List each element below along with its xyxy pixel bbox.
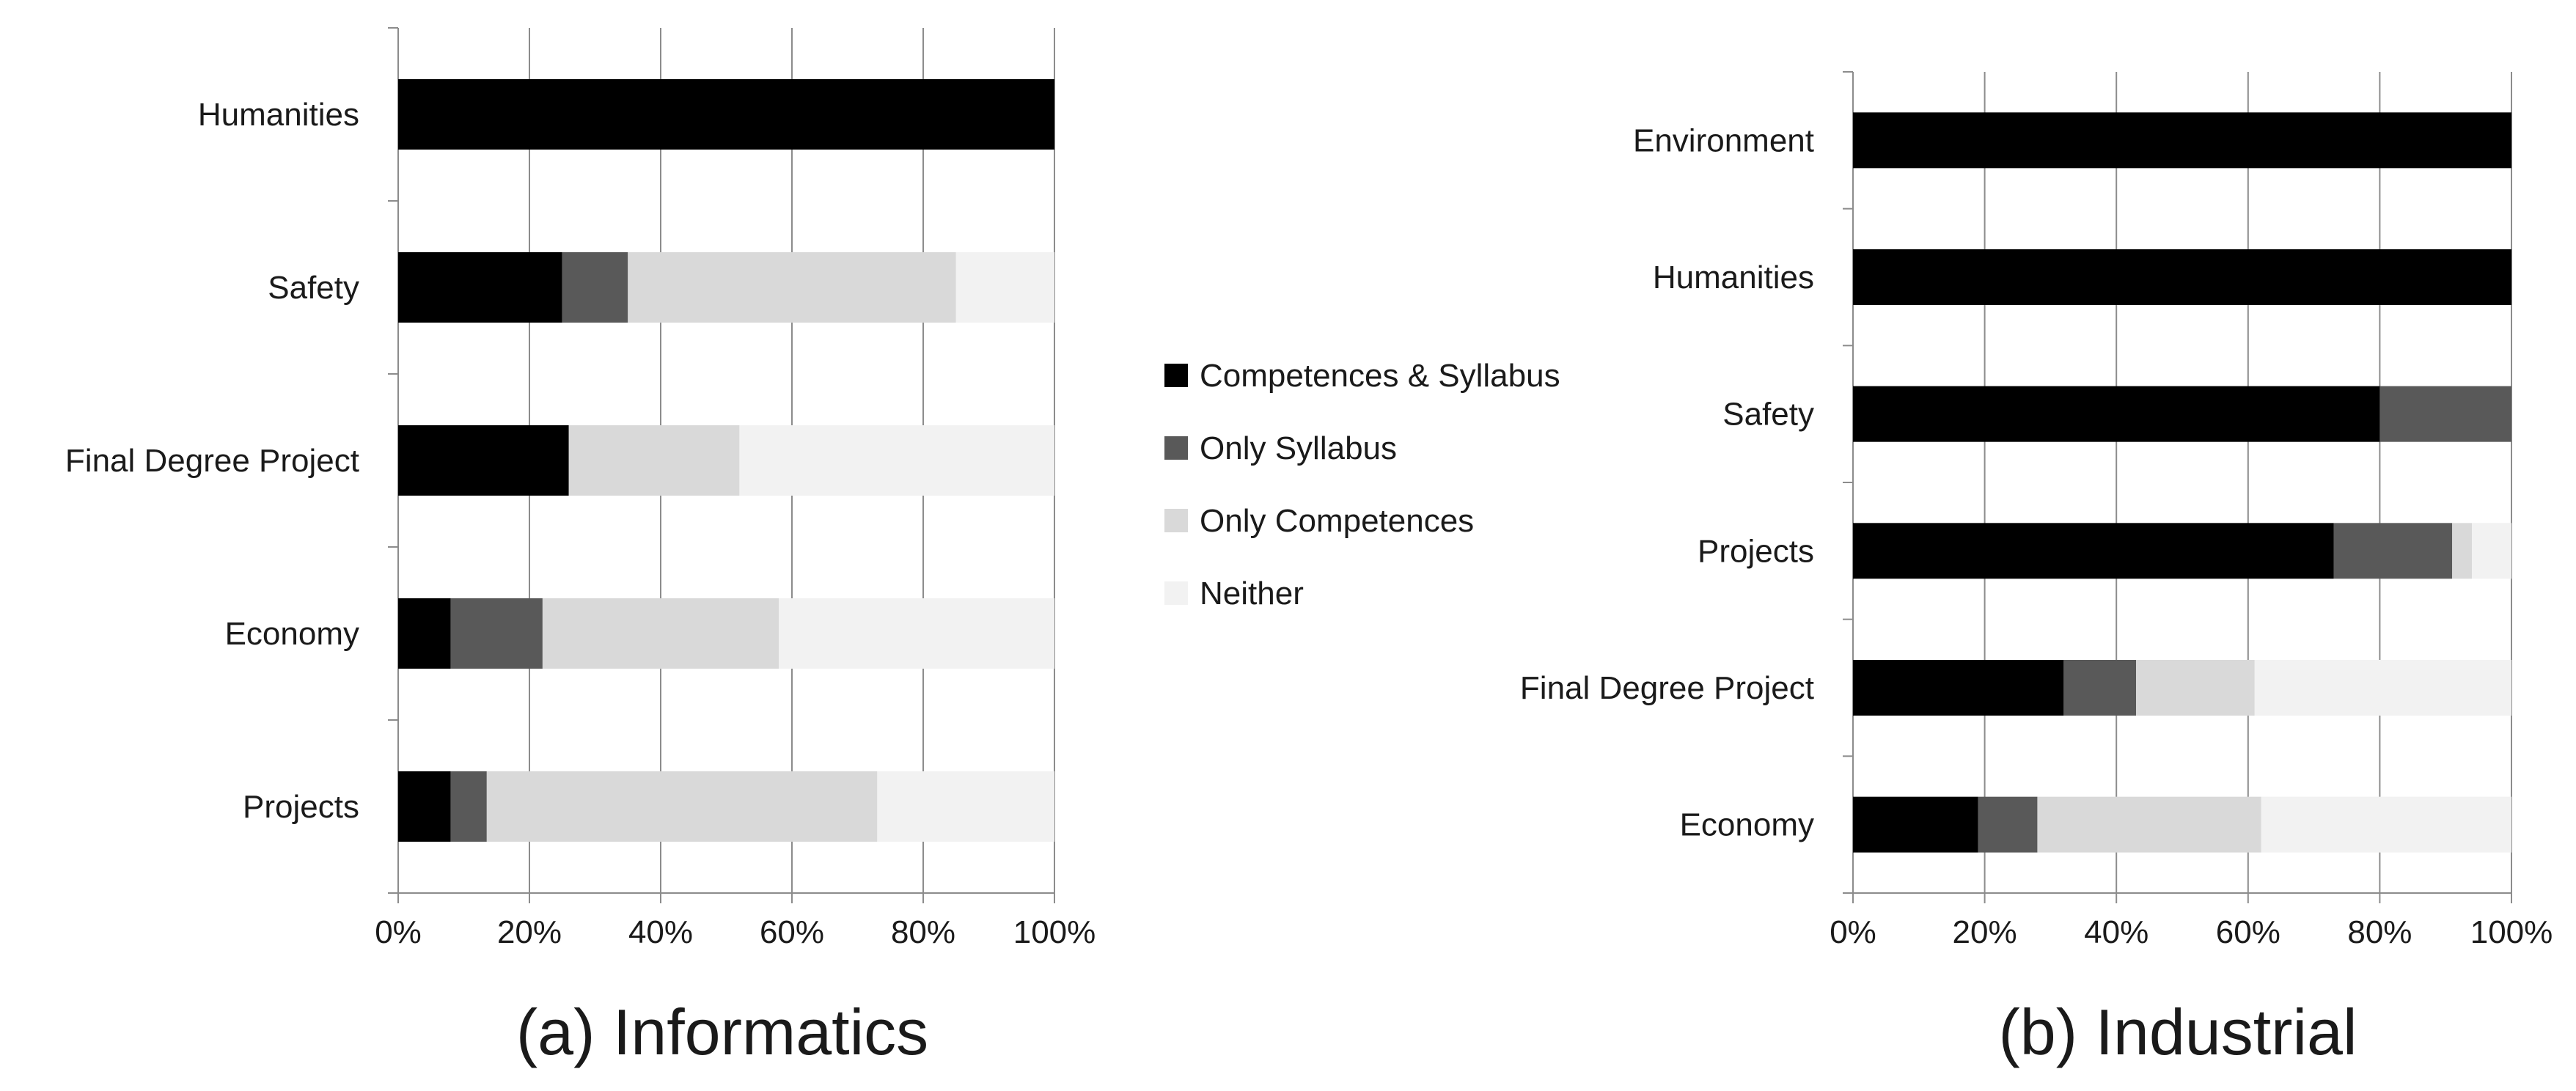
legend-label-only-competences: Only Competences xyxy=(1200,503,1474,539)
industrial-x-tick-label: 40% xyxy=(2084,914,2148,950)
informatics-category-label: Safety xyxy=(268,270,359,306)
industrial-bar-final-degree-project-only-syllabus xyxy=(2063,660,2137,716)
informatics-bar-safety-only-competences xyxy=(628,252,956,323)
informatics-x-tick-label: 100% xyxy=(1013,914,1096,950)
industrial-bar-projects-only-competences xyxy=(2452,523,2473,579)
industrial-x-tick-label: 80% xyxy=(2347,914,2412,950)
informatics-bar-projects-competences-and-syllabus xyxy=(398,771,451,842)
informatics-bar-projects-neither xyxy=(877,771,1054,842)
informatics-category-label: Projects xyxy=(243,789,359,825)
informatics-bar-economy-competences-and-syllabus xyxy=(398,598,451,669)
informatics-x-tick-label: 60% xyxy=(760,914,824,950)
chart-informatics: 0% 20% 40% 60% 80% 100% Humanities Safety Final … xyxy=(65,27,1096,950)
informatics-category-label: Economy xyxy=(225,616,359,652)
industrial-x-tick-label: 0% xyxy=(1830,914,1876,950)
legend-swatch-competences-and-syllabus xyxy=(1164,364,1188,387)
industrial-bar-final-degree-project-competences-and-syllabus xyxy=(1853,660,2064,716)
industrial-category-label: Safety xyxy=(1722,397,1814,433)
industrial-bar-final-degree-project-only-competences xyxy=(2136,660,2255,716)
informatics-bar-projects-only-competences xyxy=(486,771,878,842)
industrial-category-label: Environment xyxy=(1633,122,1814,158)
industrial-bar-economy-competences-and-syllabus xyxy=(1853,796,1978,853)
industrial-bar-economy-only-competences xyxy=(2037,796,2261,853)
informatics-bar-projects-only-syllabus xyxy=(450,771,487,842)
legend-swatch-only-competences xyxy=(1164,509,1188,532)
industrial-bar-safety-competences-and-syllabus xyxy=(1853,386,2380,442)
informatics-x-tick-label: 40% xyxy=(628,914,693,950)
informatics-x-tick-label: 0% xyxy=(375,914,422,950)
informatics-category-label: Final Degree Project xyxy=(65,443,359,479)
informatics-bar-final-degree-project-neither xyxy=(739,425,1054,496)
industrial-x-tick-label: 60% xyxy=(2216,914,2280,950)
informatics-bar-economy-neither xyxy=(779,598,1054,669)
industrial-bar-environment-competences-and-syllabus xyxy=(1853,112,2511,169)
industrial-bar-humanities-competences-and-syllabus xyxy=(1853,249,2511,305)
legend-label-neither: Neither xyxy=(1200,576,1304,611)
industrial-category-label: Projects xyxy=(1698,533,1814,569)
legend-swatch-only-syllabus xyxy=(1164,436,1188,460)
industrial-x-tick-label: 100% xyxy=(2470,914,2553,950)
legend-label-competences-and-syllabus: Competences & Syllabus xyxy=(1200,358,1560,394)
industrial-bar-projects-only-syllabus xyxy=(2333,523,2453,579)
industrial-category-label: Final Degree Project xyxy=(1520,670,1814,706)
industrial-bar-safety-only-syllabus xyxy=(2379,386,2511,442)
chart-industrial: 0% 20% 40% 60% 80% 100% Environment Humanities S… xyxy=(1520,71,2553,950)
informatics-bar-economy-only-syllabus xyxy=(450,598,543,669)
informatics-x-tick-label: 80% xyxy=(891,914,955,950)
informatics-bar-safety-neither xyxy=(955,252,1054,323)
industrial-bar-economy-neither xyxy=(2261,796,2511,853)
informatics-bar-final-degree-project-competences-and-syllabus xyxy=(398,425,569,496)
informatics-bar-final-degree-project-only-competences xyxy=(568,425,740,496)
informatics-category-label: Humanities xyxy=(198,97,359,133)
caption-industrial: (b) Industrial xyxy=(1998,996,2357,1068)
informatics-bar-economy-only-competences xyxy=(542,598,779,669)
industrial-bar-economy-only-syllabus xyxy=(1978,796,2038,853)
informatics-bar-humanities-competences-and-syllabus xyxy=(398,79,1054,150)
informatics-bar-safety-only-syllabus xyxy=(562,252,628,323)
industrial-x-tick-label: 20% xyxy=(1953,914,2017,950)
industrial-category-label: Economy xyxy=(1680,807,1814,843)
informatics-bar-safety-competences-and-syllabus xyxy=(398,252,562,323)
industrial-category-label: Humanities xyxy=(1653,260,1814,295)
legend-swatch-neither xyxy=(1164,581,1188,605)
legend-label-only-syllabus: Only Syllabus xyxy=(1200,430,1397,466)
caption-informatics: (a) Informatics xyxy=(516,996,928,1068)
legend: Competences & Syllabus Only Syllabus Only … xyxy=(1164,358,1560,611)
industrial-bar-projects-competences-and-syllabus xyxy=(1853,523,2334,579)
informatics-x-tick-label: 20% xyxy=(497,914,562,950)
industrial-bar-projects-neither xyxy=(2472,523,2511,579)
industrial-bar-final-degree-project-neither xyxy=(2254,660,2511,716)
